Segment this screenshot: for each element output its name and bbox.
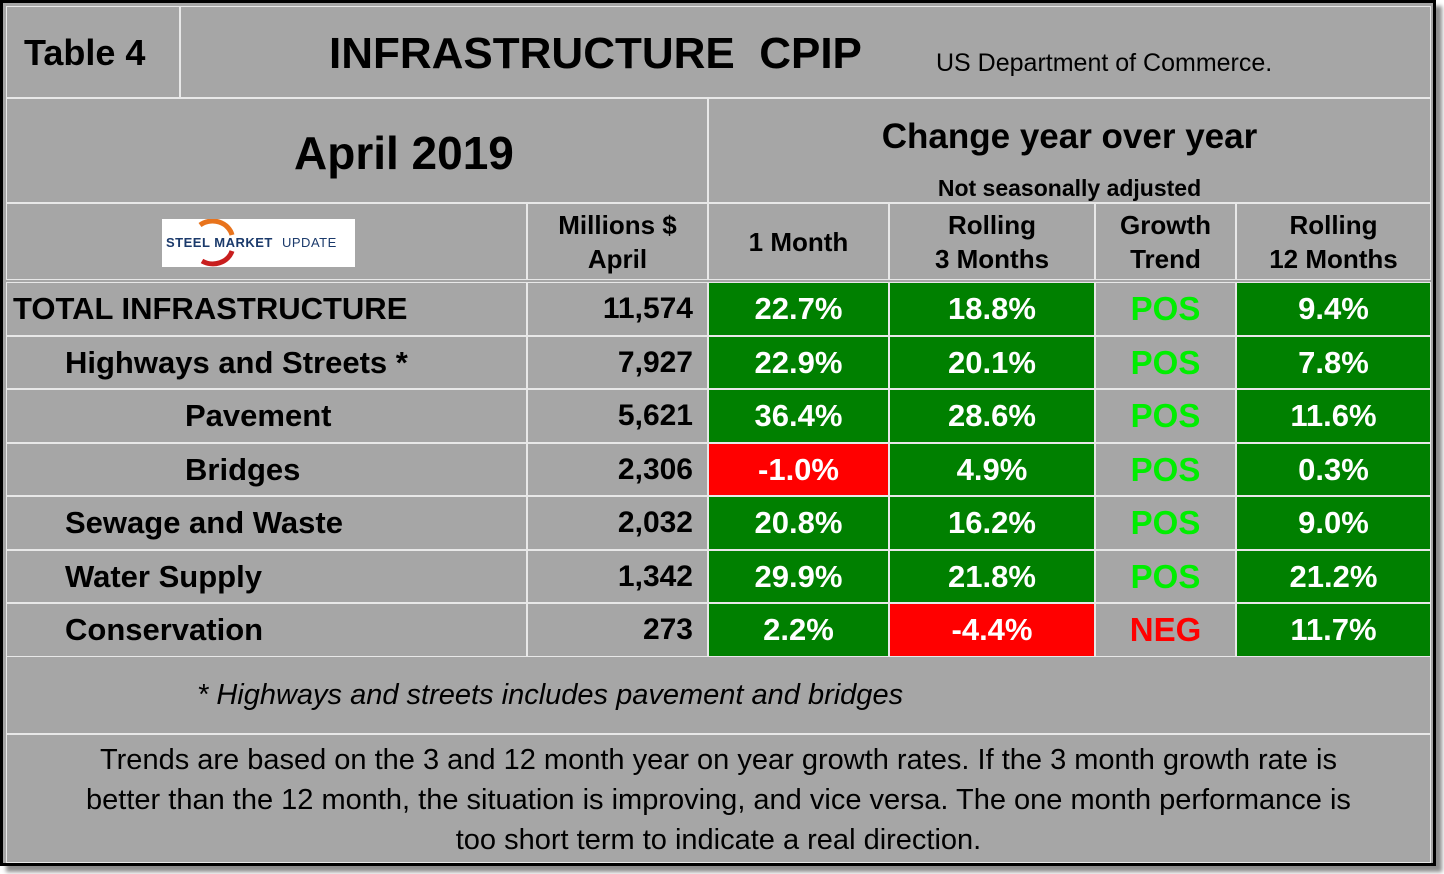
period-title: April 2019 <box>294 127 514 179</box>
change-subtitle: Not seasonally adjusted <box>937 175 1202 201</box>
row-label: Sewage and Waste <box>6 496 527 550</box>
cell-1-month: 22.7% <box>708 282 889 336</box>
change-header-cell: Change year over year Not seasonally adj… <box>708 98 1431 203</box>
row-label: Pavement <box>6 389 527 443</box>
notes-line-1: Trends are based on the 3 and 12 month y… <box>100 744 1337 776</box>
cell-growth-trend: POS <box>1095 389 1236 443</box>
cell-rolling-3-months: 18.8% <box>889 282 1095 336</box>
cell-growth-trend: POS <box>1095 550 1236 603</box>
footnote: * Highways and streets includes pavement… <box>197 679 904 711</box>
col-header-trend-line1: Growth <box>1120 209 1211 240</box>
cell-rolling-12-months: 21.2% <box>1236 550 1431 603</box>
cell-growth-trend: NEG <box>1095 603 1236 657</box>
cell-rolling-3-months: 28.6% <box>889 389 1095 443</box>
row-label: Conservation <box>6 603 527 657</box>
cell-rolling-3-months: -4.4% <box>889 603 1095 657</box>
cell-1-month: -1.0% <box>708 443 889 496</box>
table-label-cell: Table 4 <box>6 6 180 98</box>
notes-cell: Trends are based on the 3 and 12 month y… <box>6 734 1431 863</box>
col-header-rolling-3: Rolling 3 Months <box>889 203 1095 280</box>
col-header-millions-line1: Millions $ <box>558 209 677 240</box>
cell-rolling-3-months: 4.9% <box>889 443 1095 496</box>
cell-rolling-12-months: 9.4% <box>1236 282 1431 336</box>
cell-1-month: 36.4% <box>708 389 889 443</box>
cell-1-month: 20.8% <box>708 496 889 550</box>
cell-rolling-3-months: 20.1% <box>889 336 1095 389</box>
steel-market-update-logo: STEEL MARKET UPDATE <box>162 219 355 267</box>
cell-rolling-12-months: 11.6% <box>1236 389 1431 443</box>
row-label: Highways and Streets * <box>6 336 527 389</box>
notes-line-2: better than the 12 month, the situation … <box>86 784 1351 816</box>
row-label: Bridges <box>6 443 527 496</box>
row-value-millions: 5,621 <box>527 389 708 443</box>
row-value-millions: 7,927 <box>527 336 708 389</box>
notes-line-3: too short term to indicate a real direct… <box>455 824 982 856</box>
title-cell: INFRASTRUCTURE CPIP US Department of Com… <box>180 6 1431 98</box>
col-header-millions-line2: April <box>587 243 648 274</box>
logo-swoosh-icon <box>198 219 235 267</box>
col-header-rolling-3-line2: 3 Months <box>934 243 1050 274</box>
cell-growth-trend: POS <box>1095 496 1236 550</box>
row-label: Water Supply <box>6 550 527 603</box>
table-label: Table 4 <box>24 32 146 73</box>
footnote-cell: * Highways and streets includes pavement… <box>6 656 1431 734</box>
col-header-growth-trend: Growth Trend <box>1095 203 1236 280</box>
source-label: US Department of Commerce. <box>936 49 1273 77</box>
row-value-millions: 2,306 <box>527 443 708 496</box>
cell-growth-trend: POS <box>1095 336 1236 389</box>
logo-cell: STEEL MARKET UPDATE <box>6 203 527 280</box>
cell-rolling-12-months: 7.8% <box>1236 336 1431 389</box>
col-header-rolling-3-line1: Rolling <box>947 209 1037 240</box>
cell-growth-trend: POS <box>1095 282 1236 336</box>
col-header-1-month: 1 Month <box>708 203 889 280</box>
cell-rolling-3-months: 21.8% <box>889 550 1095 603</box>
col-header-millions: Millions $ April <box>527 203 708 280</box>
col-header-1-month-label: 1 Month <box>748 226 849 257</box>
page-title: INFRASTRUCTURE CPIP <box>329 29 862 78</box>
col-header-rolling-12: Rolling 12 Months <box>1236 203 1431 280</box>
row-value-millions: 2,032 <box>527 496 708 550</box>
row-value-millions: 273 <box>527 603 708 657</box>
cell-growth-trend: POS <box>1095 443 1236 496</box>
cell-1-month: 29.9% <box>708 550 889 603</box>
cell-1-month: 22.9% <box>708 336 889 389</box>
change-title: Change year over year <box>881 117 1258 156</box>
logo-text-bold: STEEL MARKET <box>166 235 273 250</box>
cell-rolling-12-months: 0.3% <box>1236 443 1431 496</box>
row-value-millions: 11,574 <box>527 282 708 336</box>
col-header-rolling-12-line1: Rolling <box>1289 209 1378 240</box>
cell-rolling-3-months: 16.2% <box>889 496 1095 550</box>
cell-rolling-12-months: 9.0% <box>1236 496 1431 550</box>
notes-text: Trends are based on the 3 and 12 month y… <box>7 740 1430 860</box>
row-label: TOTAL INFRASTRUCTURE <box>6 282 527 336</box>
logo-text-light: UPDATE <box>282 235 337 250</box>
col-header-rolling-12-line2: 12 Months <box>1269 243 1398 274</box>
cell-rolling-12-months: 11.7% <box>1236 603 1431 657</box>
cell-1-month: 2.2% <box>708 603 889 657</box>
col-header-trend-line2: Trend <box>1130 243 1201 274</box>
period-cell: April 2019 <box>6 98 708 203</box>
row-value-millions: 1,342 <box>527 550 708 603</box>
